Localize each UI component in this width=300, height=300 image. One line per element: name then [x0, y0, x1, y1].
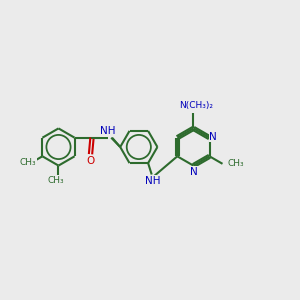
Text: CH₃: CH₃	[228, 159, 244, 168]
Text: O: O	[86, 156, 94, 166]
Text: CH₃: CH₃	[47, 176, 64, 185]
Text: N: N	[209, 131, 217, 142]
Text: CH₃: CH₃	[20, 158, 36, 167]
Text: NH: NH	[100, 126, 116, 136]
Text: NH: NH	[146, 176, 161, 186]
Text: N(CH₃)₂: N(CH₃)₂	[179, 101, 213, 110]
Text: N: N	[190, 167, 197, 177]
